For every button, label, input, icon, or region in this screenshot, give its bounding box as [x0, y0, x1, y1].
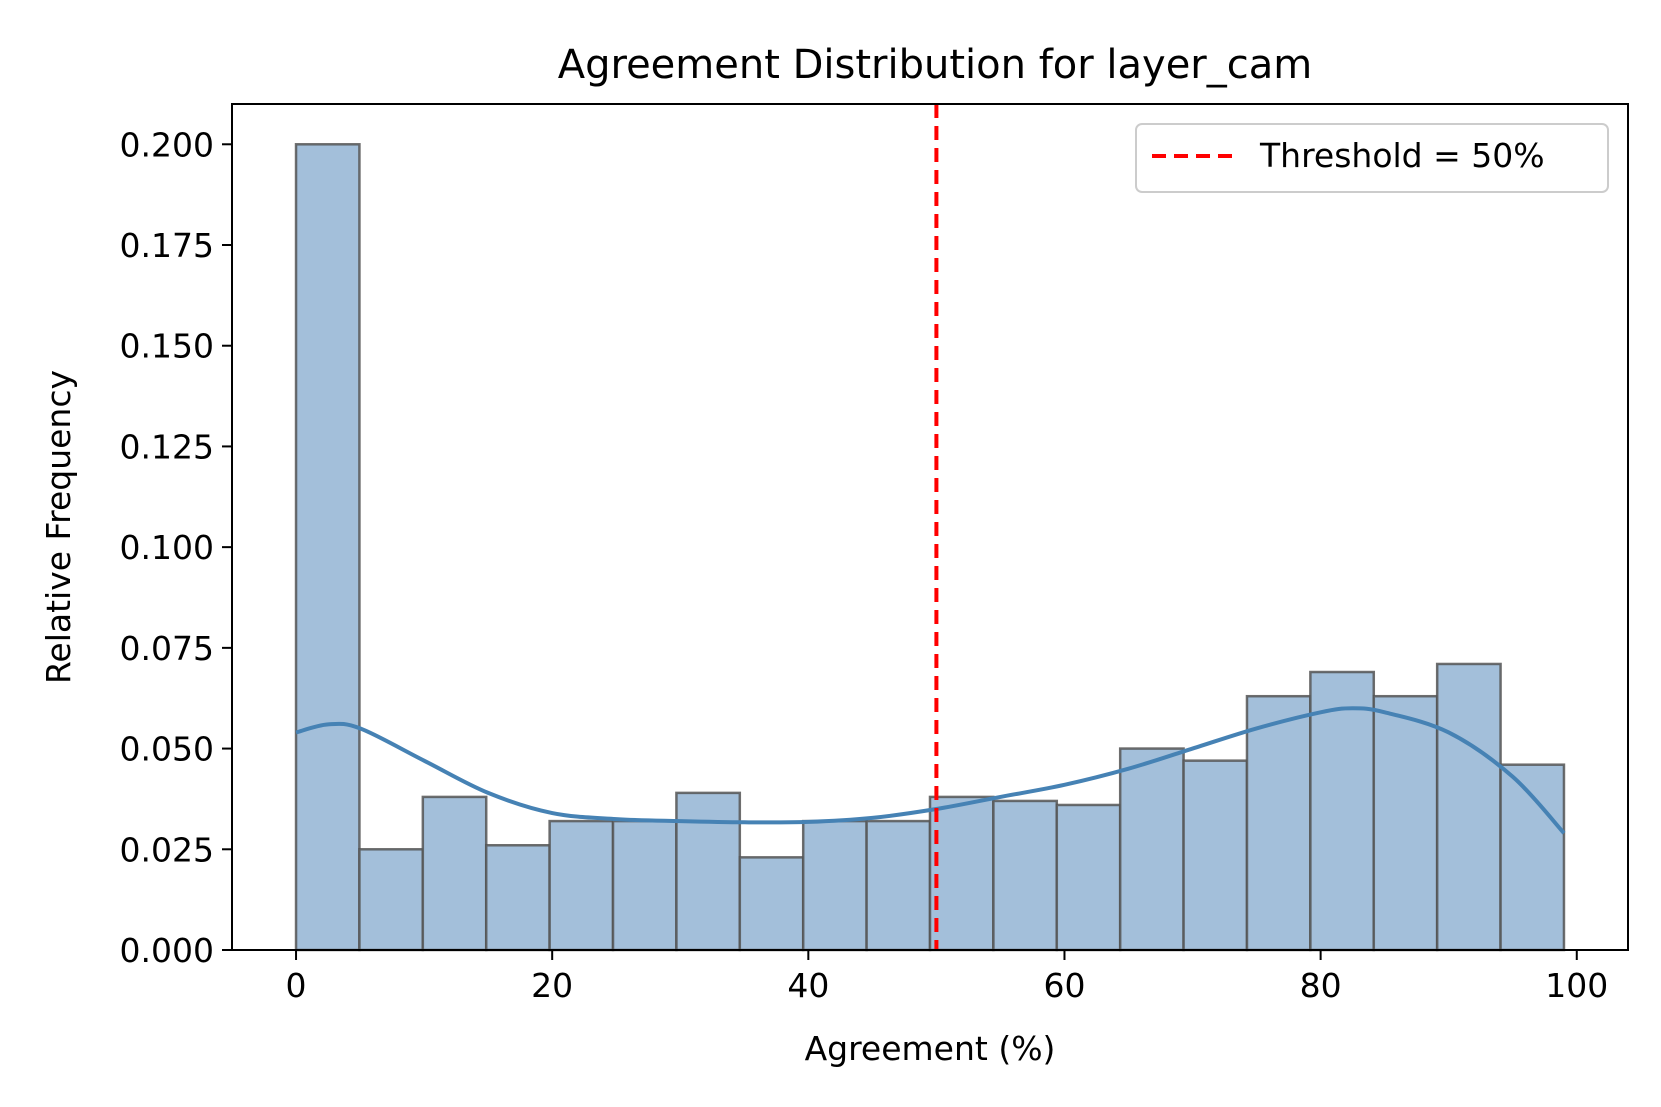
histogram-bar [1055, 803, 1122, 952]
histogram-bar [1245, 694, 1312, 952]
histogram-bar [675, 791, 742, 952]
legend-box [1135, 123, 1609, 193]
histogram-bar [484, 844, 551, 952]
x-axis-label: Agreement (%) [805, 1029, 1056, 1068]
histogram-bar [1435, 662, 1502, 952]
y-tick-label: 0.150 [120, 327, 214, 366]
y-tick-label: 0.025 [120, 830, 214, 869]
histogram-bar [421, 795, 488, 952]
legend-threshold-label: Threshold = 50% [1259, 136, 1545, 175]
histogram-bar [992, 799, 1059, 952]
y-tick-label: 0.200 [120, 125, 214, 164]
y-tick-label: 0.000 [120, 931, 214, 970]
legend: Threshold = 50% [1135, 123, 1609, 193]
x-tick-label: 80 [1300, 966, 1342, 1005]
y-tick-label: 0.075 [120, 629, 214, 668]
y-tick-label: 0.100 [120, 528, 214, 567]
x-axis: 0 20 40 60 80 100 [286, 950, 1608, 1005]
histogram-bar [1309, 670, 1376, 952]
histogram-bar [1182, 759, 1249, 952]
histogram-bar [801, 819, 868, 952]
x-tick-label: 60 [1043, 966, 1085, 1005]
histogram-bar [358, 848, 425, 952]
y-tick-label: 0.050 [120, 730, 214, 769]
histogram-bar [865, 819, 932, 952]
histogram-bars [294, 143, 1566, 952]
y-tick-label: 0.175 [120, 226, 214, 265]
plot-frame [231, 103, 1629, 951]
y-axis-label: Relative Frequency [39, 370, 78, 684]
histogram-bar [548, 819, 615, 952]
y-tick-label: 0.125 [120, 427, 214, 466]
chart-title: Agreement Distribution for layer_cam [558, 42, 1312, 88]
histogram-bar [738, 856, 805, 952]
histogram-bar [1118, 747, 1185, 952]
x-tick-label: 20 [531, 966, 573, 1005]
histogram-bar [1372, 694, 1439, 952]
histogram-bar [611, 819, 678, 952]
histogram-bar [294, 143, 361, 952]
y-axis: 0.000 0.025 0.050 0.075 0.100 0.125 0.150 0.175… [120, 125, 232, 970]
histogram-bar [928, 795, 995, 952]
x-tick-label: 0 [286, 966, 307, 1005]
x-tick-label: 100 [1545, 966, 1608, 1005]
histogram-bar [1499, 763, 1566, 952]
x-tick-label: 40 [787, 966, 829, 1005]
